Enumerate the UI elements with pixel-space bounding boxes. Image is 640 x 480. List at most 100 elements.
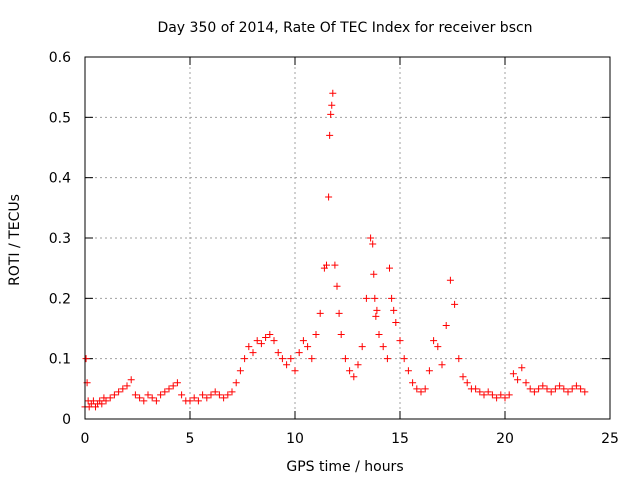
roti-point	[148, 394, 156, 402]
roti-point	[484, 388, 492, 396]
roti-point	[522, 379, 530, 387]
roti-point	[323, 261, 330, 269]
roti-point	[326, 131, 334, 139]
roti-point	[283, 361, 291, 369]
roti-point	[383, 355, 391, 363]
roti-point	[409, 379, 417, 387]
roti-point	[367, 234, 375, 242]
roti-point	[89, 397, 97, 405]
roti-point	[173, 379, 181, 387]
roti-point	[274, 349, 282, 357]
chart-title: Day 350 of 2014, Rate Of TEC Index for r…	[157, 20, 532, 36]
roti-point	[295, 349, 303, 357]
roti-point	[446, 276, 454, 284]
roti-point	[388, 294, 396, 302]
roti-point	[354, 361, 362, 369]
roti-point	[404, 367, 412, 375]
y-tick-label: 0	[62, 412, 71, 428]
y-tick-label: 0.4	[49, 171, 71, 187]
roti-point	[266, 331, 274, 339]
roti-point	[106, 394, 114, 402]
roti-point	[350, 373, 358, 381]
roti-point	[493, 394, 501, 402]
x-tick-label: 10	[286, 431, 304, 447]
roti-point	[430, 337, 438, 345]
roti-point	[396, 337, 404, 345]
roti-point	[358, 343, 366, 351]
roti-point	[82, 355, 90, 363]
roti-point	[203, 394, 211, 402]
roti-point	[337, 331, 345, 339]
roti-point	[178, 391, 186, 399]
roti-point	[539, 382, 547, 390]
roti-point	[207, 391, 215, 399]
roti-point	[331, 261, 339, 269]
plot-frame	[84, 56, 611, 420]
roti-point	[110, 391, 118, 399]
roti-point	[236, 367, 244, 375]
roti-point	[287, 355, 295, 363]
roti-point	[136, 394, 144, 402]
roti-point	[327, 110, 335, 118]
roti-point	[278, 355, 286, 363]
y-tick-label: 0.5	[49, 110, 71, 126]
roti-point	[390, 306, 398, 314]
roti-point	[253, 337, 261, 345]
roti-point	[543, 385, 551, 393]
roti-point	[199, 391, 207, 399]
roti-point	[373, 306, 381, 314]
x-tick-label: 15	[391, 431, 409, 447]
roti-point	[224, 391, 232, 399]
grid-lines	[85, 57, 610, 419]
roti-point	[194, 397, 202, 405]
roti-point	[328, 101, 336, 109]
roti-point	[488, 391, 496, 399]
roti-point	[308, 355, 316, 363]
roti-point	[270, 337, 278, 345]
roti-point	[371, 294, 379, 302]
roti-point	[459, 373, 467, 381]
roti-point	[472, 385, 480, 393]
roti-point	[220, 394, 228, 402]
roti-point	[362, 294, 370, 302]
roti-point	[169, 382, 177, 390]
roti-point	[249, 349, 257, 357]
y-tick-label: 0.6	[49, 50, 71, 66]
roti-point	[451, 300, 459, 308]
roti-point	[228, 388, 236, 396]
roti-point	[577, 385, 585, 393]
roti-point	[421, 385, 429, 393]
roti-point	[190, 394, 198, 402]
roti-point	[262, 334, 270, 342]
roti-point	[455, 355, 463, 363]
x-tick-label: 20	[496, 431, 514, 447]
y-tick-label: 0.3	[49, 231, 71, 247]
y-tick-label: 0.2	[49, 291, 71, 307]
data-points	[81, 89, 589, 411]
roti-point	[341, 355, 349, 363]
roti-point	[526, 385, 534, 393]
roti-point	[386, 264, 393, 272]
roti-point	[400, 355, 408, 363]
roti-point	[434, 343, 442, 351]
roti-point	[581, 388, 589, 396]
roti-point	[551, 385, 559, 393]
roti-point	[514, 376, 522, 384]
roti-point	[157, 391, 165, 399]
roti-point	[186, 397, 194, 405]
roti-point	[335, 309, 343, 317]
roti-point	[530, 388, 538, 396]
roti-point	[425, 367, 433, 375]
roti-point	[505, 391, 513, 399]
roti-point	[370, 270, 378, 278]
roti-point	[165, 385, 173, 393]
roti-point	[379, 343, 387, 351]
roti-point	[152, 397, 160, 405]
roti-point	[232, 379, 240, 387]
roti-point	[115, 388, 123, 396]
roti-point	[572, 382, 580, 390]
roti-point	[333, 282, 341, 290]
roti-point	[413, 385, 421, 393]
roti-point	[98, 400, 106, 408]
